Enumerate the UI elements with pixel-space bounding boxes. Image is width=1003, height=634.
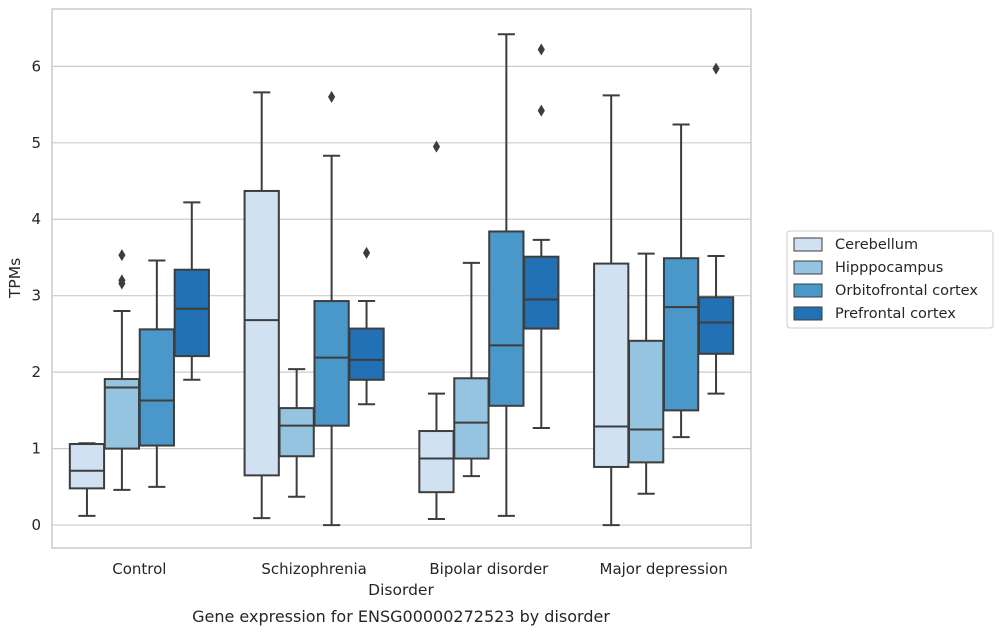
box-body [243,189,280,477]
series-hipppocampus [103,249,665,498]
y-tick-label: 4 [31,210,41,228]
legend: Cerebellum Hipppocampus Orbitofrontal cort… [786,230,994,329]
x-tick-label: Bipolar disorder [429,560,549,578]
box-body [697,296,735,355]
legend-frame [786,230,994,329]
box [523,43,560,429]
box-body [662,257,700,412]
box-body [348,327,385,381]
x-tick-label: Schizophrenia [261,560,366,578]
y-axis-label: TPMs [6,258,24,299]
box [453,261,490,478]
box [348,246,385,406]
legend-label: Cerebellum [835,237,918,253]
box [278,368,315,498]
legend-label: Orbitofrontal cortex [835,283,978,299]
box [697,62,735,395]
box-body [278,407,315,458]
box-body [628,339,665,464]
legend-swatch [793,306,823,321]
y-tick-label: 6 [31,57,41,75]
box-body [418,430,455,494]
box [488,33,525,517]
box [173,201,210,381]
y-tick-label: 1 [31,440,41,458]
box-body [453,377,490,460]
outlier-marker [712,62,720,75]
box-body [138,328,175,447]
chart-caption: Gene expression for ENSG00000272523 by d… [192,607,610,626]
legend-items: Cerebellum Hipppocampus Orbitofrontal cort… [793,237,978,322]
x-tick-label: Major depression [600,560,728,578]
box [243,91,280,520]
box [628,252,665,495]
box-body [488,230,525,407]
box-body [68,443,106,490]
series-cerebellum [68,91,630,527]
box [593,94,630,527]
box-body [103,378,141,450]
outlier-marker [118,249,126,262]
box [418,140,455,520]
legend-swatch [793,283,823,298]
box [138,259,175,488]
box [103,249,141,491]
outlier-marker [432,140,441,153]
x-tick-label: Control [112,560,166,578]
legend-label: Prefrontal cortex [835,306,956,322]
outlier-marker [118,277,126,290]
box-series [68,33,735,527]
box-body [313,300,350,427]
y-tick-label: 0 [31,516,41,534]
legend-swatch [793,260,823,275]
outlier-marker [537,104,545,117]
box-body [523,255,560,330]
box-body [173,268,210,358]
box [662,123,700,439]
series-prefrontal-cortex [173,43,735,429]
x-axis-label: Disorder [368,581,434,599]
y-tick-label: 3 [31,287,41,305]
outlier-marker [328,90,336,103]
legend-swatch [793,237,823,252]
box-body [593,262,630,468]
x-tick-labels: Control Schizophrenia Bipolar disorder Majo… [112,560,727,578]
series-orbitofrontal-cortex [138,33,700,527]
box [313,90,350,527]
legend-label: Hipppocampus [835,260,943,276]
outlier-marker [362,246,371,259]
y-tick-labels: 0 1 2 3 4 5 6 [31,57,41,534]
box [68,442,106,517]
y-tick-label: 5 [31,134,41,152]
outlier-marker [537,43,545,56]
y-tick-label: 2 [31,363,41,381]
